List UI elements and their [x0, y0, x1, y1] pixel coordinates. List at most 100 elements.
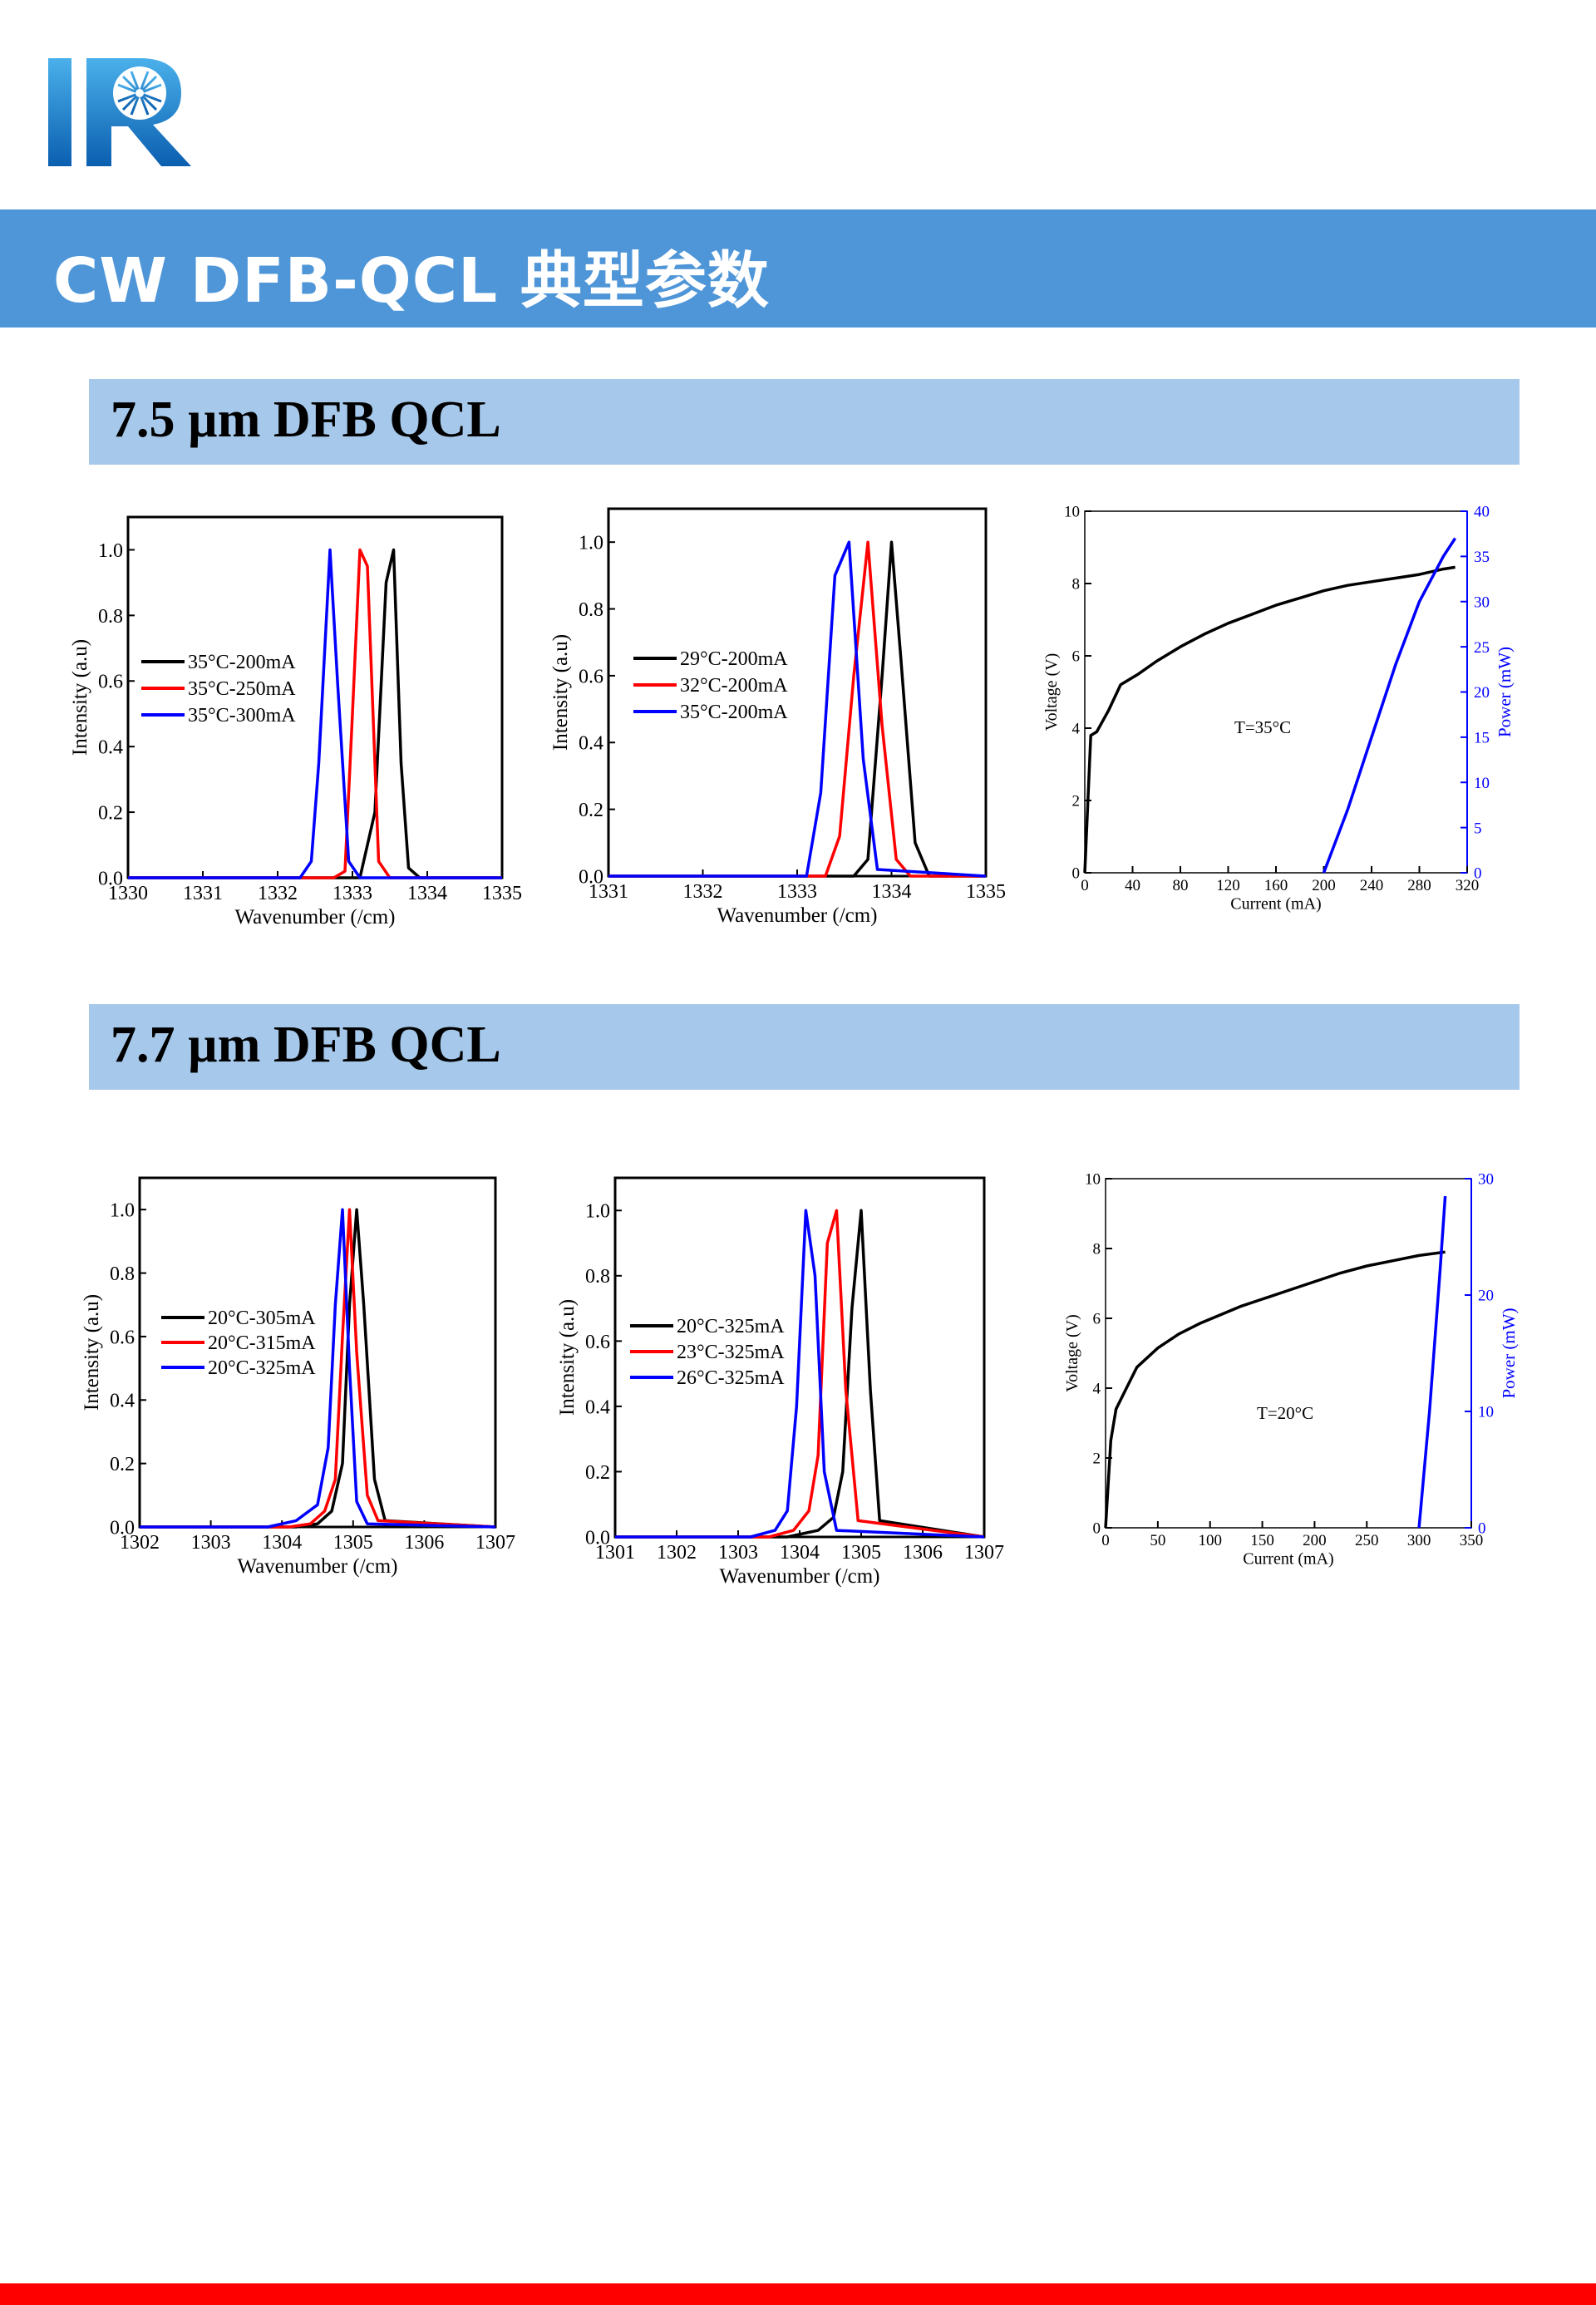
x-tick-label: 50	[1150, 1532, 1165, 1549]
y-tick-label: 0.8	[585, 1266, 610, 1288]
y-tick-label: 1.0	[98, 540, 123, 562]
x-tick-label: 250	[1355, 1532, 1379, 1549]
section-title: 7.7 µm DFB QCL	[111, 1017, 501, 1073]
y-tick-label: 2	[1093, 1450, 1101, 1468]
legend-label: 35°C-200mA	[188, 652, 296, 673]
y-tick-label: 2	[1072, 793, 1081, 810]
x-tick-label: 1301	[595, 1542, 635, 1564]
y-tick-label: 0.0	[110, 1517, 135, 1539]
chart-svg: 0 40 80 120 160 200 240 280 32002468100510152025…	[1042, 504, 1515, 914]
y-tick-label: 0.2	[98, 802, 123, 824]
x-axis-label: Wavenumber (/cm)	[719, 1565, 879, 1588]
y-tick-label: 0.4	[585, 1396, 610, 1418]
y2-tick-label: 30	[1474, 593, 1490, 611]
y2-tick-label: 30	[1478, 1171, 1494, 1189]
y-tick-label: 0.2	[579, 800, 603, 821]
y2-tick-label: 25	[1474, 639, 1490, 657]
x-tick-label: 150	[1250, 1532, 1274, 1549]
chart-spectrum-current-7-5um: 1330 1331 1332 1333 1334 1335 0.0 0.2 0.4 0.6 0.8 1…	[58, 499, 524, 939]
y-tick-label: 10	[1085, 1171, 1101, 1189]
series-line	[140, 1208, 496, 1529]
x-axis-label: Wavenumber (/cm)	[237, 1555, 397, 1578]
x-tick-label: 1335	[482, 883, 522, 904]
y-tick-label: 1.0	[110, 1200, 135, 1222]
x-tick-label: 1307	[475, 1532, 515, 1554]
chart-annotation: T=20°C	[1257, 1403, 1313, 1423]
x-tick-label: 1332	[258, 883, 298, 904]
x-tick-label: 1331	[183, 883, 223, 904]
chart-svg: 1301 1302 1303 1304 1305 1306 1307 0.0 0.2 0.4 0.6…	[556, 1176, 1004, 1588]
y2-tick-label: 20	[1474, 684, 1490, 702]
y-axis-label: Intensity (a.u)	[81, 1294, 103, 1411]
x-tick-label: 1335	[966, 881, 1006, 903]
series-line	[1104, 1250, 1446, 1529]
plot-frame	[607, 507, 988, 878]
y-axis-label: Intensity (a.u)	[69, 639, 91, 756]
plot-frame	[1105, 1178, 1472, 1529]
y-tick-label: 0.6	[585, 1332, 610, 1353]
legend-label: 29°C-200mA	[680, 648, 788, 670]
y-tick-label: 0	[1093, 1520, 1101, 1538]
x-tick-label: 1334	[872, 881, 912, 903]
x-tick-label: 240	[1360, 877, 1384, 894]
x-axis-label: Current (mA)	[1243, 1550, 1333, 1569]
y-tick-label: 0.6	[98, 672, 123, 693]
y-tick-label: 0.8	[579, 599, 603, 621]
series-line	[128, 548, 502, 879]
x-tick-label: 1330	[108, 883, 148, 904]
y-tick-label: 6	[1072, 648, 1081, 666]
chart-spectrum-temperature-7-7um: 1301 1302 1303 1304 1305 1306 1307 0.0 0.2 0.4 0.6…	[549, 1168, 1014, 1600]
y-tick-label: 10	[1064, 504, 1080, 521]
series-line	[1322, 537, 1457, 874]
legend-label: 23°C-325mA	[677, 1342, 785, 1363]
y-tick-label: 6	[1093, 1311, 1101, 1328]
y-tick-label: 0.6	[110, 1327, 135, 1348]
y-tick-label: 0.6	[579, 666, 603, 687]
x-tick-label: 0	[1081, 877, 1089, 894]
series-line	[608, 540, 986, 878]
legend-label: 20°C-315mA	[208, 1332, 316, 1354]
x-tick-label: 1303	[718, 1542, 758, 1564]
y2-tick-label: 5	[1474, 820, 1482, 837]
x-tick-label: 1331	[589, 881, 628, 903]
x-tick-label: 1334	[407, 883, 447, 904]
x-tick-label: 350	[1460, 1532, 1484, 1549]
chart-svg: 1330 1331 1332 1333 1334 1335 0.0 0.2 0.4 0.6 0.8 1…	[69, 515, 522, 928]
y-tick-label: 8	[1072, 576, 1081, 593]
series-line	[1083, 565, 1456, 874]
y-tick-label: 1.0	[585, 1201, 610, 1223]
x-tick-label: 1333	[777, 881, 817, 903]
x-tick-label: 200	[1312, 877, 1336, 894]
x-tick-label: 200	[1303, 1532, 1327, 1549]
x-tick-label: 1302	[657, 1542, 697, 1564]
y2-tick-label: 10	[1474, 775, 1490, 792]
series-line	[608, 540, 986, 878]
x-tick-label: 1333	[332, 883, 372, 904]
legend-label: 20°C-325mA	[208, 1357, 316, 1379]
series-line	[140, 1208, 496, 1529]
x-axis-label: Wavenumber (/cm)	[717, 904, 877, 927]
x-tick-label: 1304	[780, 1542, 820, 1564]
y-tick-label: 4	[1093, 1381, 1101, 1398]
y2-tick-label: 20	[1478, 1288, 1494, 1305]
x-tick-label: 1304	[262, 1532, 302, 1554]
x-tick-label: 320	[1456, 877, 1480, 894]
series-line	[615, 1209, 985, 1539]
legend-label: 35°C-300mA	[188, 705, 296, 726]
y-tick-label: 0.8	[110, 1263, 135, 1285]
y-axis-label: Intensity (a.u)	[549, 634, 572, 751]
x-tick-label: 1306	[903, 1542, 943, 1564]
y2-axis-label: Power (mW)	[1499, 1308, 1519, 1398]
chart-annotation: T=35°C	[1234, 717, 1291, 737]
x-tick-label: 1305	[333, 1532, 373, 1554]
y-tick-label: 4	[1072, 721, 1081, 738]
y2-tick-label: 15	[1474, 730, 1490, 747]
y-tick-label: 0.4	[98, 737, 123, 759]
chart-spectrum-temperature-7-5um: 1331 1332 1333 1334 1335 0.0 0.2 0.4 0.6 0.8 1.0 Wa…	[540, 499, 1006, 939]
chart-svg: 1331 1332 1333 1334 1335 0.0 0.2 0.4 0.6 0.8 1.0 Wa…	[549, 507, 1006, 927]
plot-frame	[1084, 510, 1468, 874]
legend-label: 26°C-325mA	[677, 1367, 785, 1389]
y2-tick-label: 40	[1474, 504, 1490, 521]
plot-frame	[138, 1176, 497, 1529]
section-bar-7-7um: 7.7 µm DFB QCL	[89, 1004, 1520, 1090]
